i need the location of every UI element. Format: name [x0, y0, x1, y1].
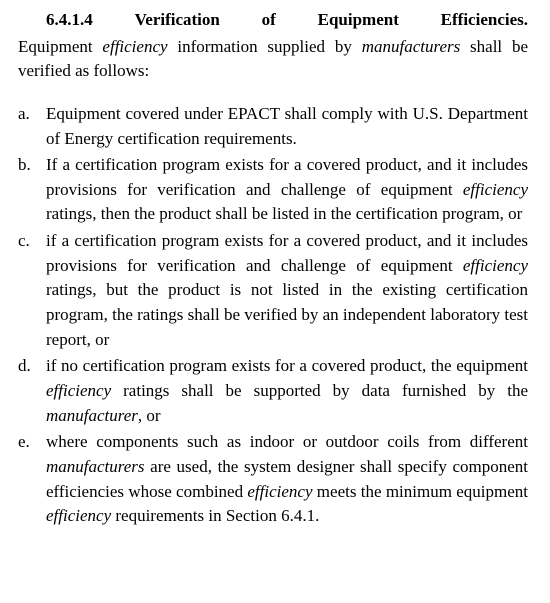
italic-term: manufacturer — [46, 406, 138, 425]
section-number: 6.4.1.4 — [46, 10, 93, 29]
italic-term: efficiency — [247, 482, 312, 501]
italic-term: efficiency — [46, 506, 111, 525]
text-run: ratings shall be supported by data furni… — [111, 381, 528, 400]
text-run: requirements in Section 6.4.1. — [111, 506, 319, 525]
list-item: a.Equipment covered under EPACT shall co… — [18, 102, 528, 151]
section-heading: 6.4.1.4 Verification of Equipment Effici… — [18, 8, 528, 33]
list-content: if no certification program exists for a… — [46, 354, 528, 428]
list-content: if a certification program exists for a … — [46, 229, 528, 352]
text-run: , or — [138, 406, 161, 425]
text-run: Equipment covered under EPACT shall comp… — [46, 104, 528, 148]
italic-term: efficiency — [463, 180, 528, 199]
list-item: d.if no certification program exists for… — [18, 354, 528, 428]
list-content: where components such as indoor or outdo… — [46, 430, 528, 529]
list-content: If a certification program exists for a … — [46, 153, 528, 227]
intro-paragraph: Equipment efficiency information supplie… — [18, 35, 528, 84]
intro-text: Equipment — [18, 37, 102, 56]
list-marker: c. — [18, 229, 46, 352]
intro-efficiency: efficiency — [102, 37, 167, 56]
intro-text: information supplied by — [168, 37, 362, 56]
list-item: b.If a certification program exists for … — [18, 153, 528, 227]
intro-manufacturers: manufacturers — [362, 37, 461, 56]
list-item: c.if a certification program exists for … — [18, 229, 528, 352]
text-run: if no certification program exists for a… — [46, 356, 528, 375]
list-marker: d. — [18, 354, 46, 428]
list-content: Equipment covered under EPACT shall comp… — [46, 102, 528, 151]
italic-term: efficiency — [463, 256, 528, 275]
list-marker: a. — [18, 102, 46, 151]
list-marker: b. — [18, 153, 46, 227]
text-run: if a certification program exists for a … — [46, 231, 528, 275]
text-run: If a certification program exists for a … — [46, 155, 528, 199]
italic-term: efficiency — [46, 381, 111, 400]
text-run: meets the minimum equipment — [313, 482, 528, 501]
text-run: ratings, then the product shall be liste… — [46, 204, 522, 223]
text-run: where components such as indoor or outdo… — [46, 432, 528, 451]
list-item: e.where components such as indoor or out… — [18, 430, 528, 529]
list-marker: e. — [18, 430, 46, 529]
italic-term: manufacturers — [46, 457, 145, 476]
requirements-list: a.Equipment covered under EPACT shall co… — [18, 102, 528, 529]
section-title: Verification of Equipment Efficiencies. — [135, 10, 528, 29]
text-run: ratings, but the product is not listed i… — [46, 280, 528, 348]
